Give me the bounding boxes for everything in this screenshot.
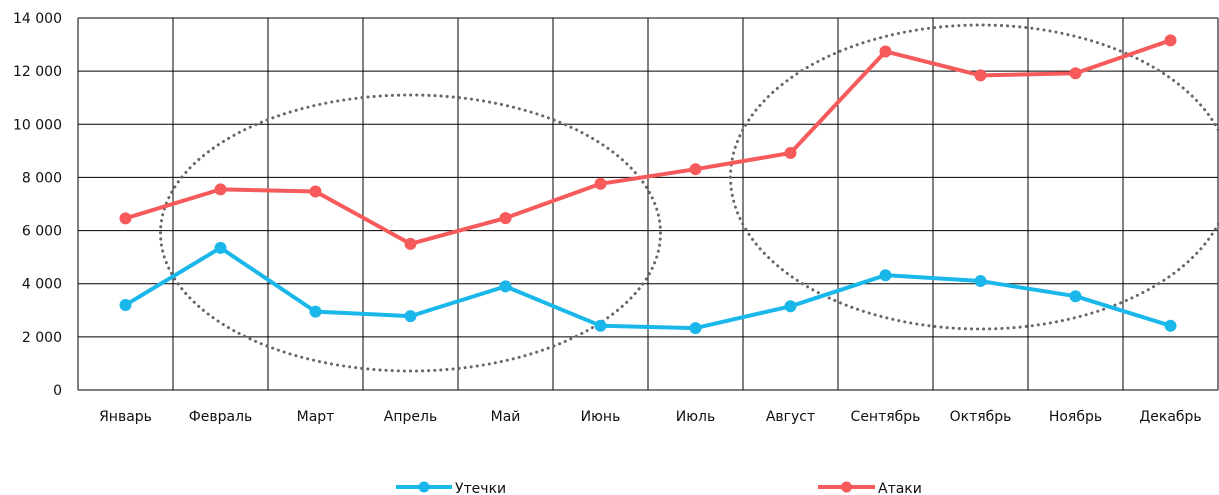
data-point-утечки bbox=[784, 300, 797, 313]
annotation-ellipse bbox=[159, 93, 662, 373]
legend-swatch-marker bbox=[418, 481, 430, 493]
data-point-атаки bbox=[1069, 67, 1082, 80]
y-tick-label: 8 000 bbox=[22, 170, 62, 186]
x-tick-label: Сентябрь bbox=[851, 409, 921, 425]
x-tick-label: Март bbox=[297, 409, 335, 425]
x-tick-label: Август bbox=[766, 409, 815, 425]
data-point-утечки bbox=[974, 275, 987, 288]
data-point-атаки bbox=[974, 69, 987, 82]
data-point-атаки bbox=[119, 212, 132, 225]
data-point-утечки bbox=[309, 305, 322, 318]
legend-label: Утечки bbox=[455, 481, 506, 495]
legend-label: Атаки bbox=[878, 481, 922, 495]
series-line-утечки bbox=[123, 245, 1173, 331]
x-tick-label: Июнь bbox=[581, 409, 621, 425]
y-tick-label: 12 000 bbox=[13, 64, 62, 80]
x-tick-label: Октябрь bbox=[950, 409, 1012, 425]
data-point-утечки bbox=[119, 298, 132, 311]
data-point-утечки bbox=[594, 319, 607, 332]
data-point-утечки bbox=[499, 280, 512, 293]
x-axis-ticks: Январь Февраль Март Апрель Май Июнь Июль Август… bbox=[99, 409, 1202, 425]
x-tick-label: Январь bbox=[99, 409, 152, 425]
annotation-ellipse bbox=[729, 23, 1219, 331]
data-point-атаки bbox=[594, 177, 607, 190]
y-tick-label: 14 000 bbox=[13, 11, 62, 27]
x-tick-label: Декабрь bbox=[1139, 409, 1201, 425]
y-tick-label: 10 000 bbox=[13, 117, 62, 133]
y-tick-label: 2 000 bbox=[22, 330, 62, 346]
data-point-утечки bbox=[404, 310, 417, 323]
data-point-утечки bbox=[1164, 319, 1177, 332]
x-tick-label: Июль bbox=[676, 409, 715, 425]
series-lines bbox=[119, 34, 1177, 335]
data-point-утечки bbox=[879, 269, 892, 282]
data-point-атаки bbox=[499, 212, 512, 225]
x-tick-label: Ноябрь bbox=[1049, 409, 1102, 425]
x-tick-label: Февраль bbox=[189, 409, 253, 425]
data-point-атаки bbox=[309, 185, 322, 198]
y-tick-label: 0 bbox=[53, 383, 62, 399]
data-point-атаки bbox=[1164, 34, 1177, 47]
data-point-утечки bbox=[689, 322, 702, 335]
data-point-атаки bbox=[784, 146, 797, 159]
data-point-атаки bbox=[879, 45, 892, 58]
y-axis-ticks: 0 2 000 4 000 6 000 8 000 10 000 12 000 14 000 bbox=[13, 11, 62, 399]
data-point-атаки bbox=[689, 163, 702, 176]
legend-swatch-marker bbox=[841, 481, 852, 493]
x-tick-label: Май bbox=[491, 409, 521, 425]
series-line-атаки bbox=[123, 38, 1173, 246]
y-tick-label: 4 000 bbox=[22, 277, 62, 293]
data-point-утечки bbox=[1069, 290, 1082, 303]
legend: Утечки Атаки bbox=[396, 481, 922, 495]
y-tick-label: 6 000 bbox=[22, 224, 62, 240]
data-point-атаки bbox=[214, 183, 227, 196]
data-point-атаки bbox=[404, 237, 417, 250]
annotation-ellipses bbox=[159, 23, 1219, 373]
data-point-утечки bbox=[214, 241, 227, 254]
x-tick-label: Апрель bbox=[384, 409, 437, 425]
